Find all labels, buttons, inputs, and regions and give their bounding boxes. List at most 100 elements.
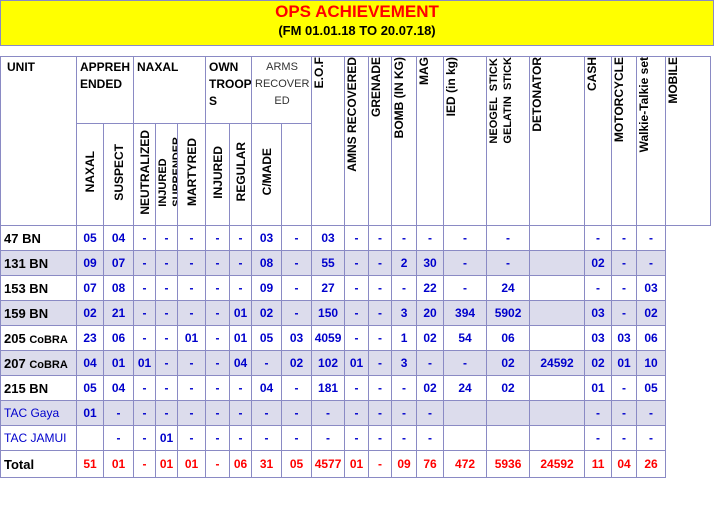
- value-cell: -: [229, 225, 253, 251]
- value-cell: 24: [486, 275, 531, 301]
- value-cell: -: [368, 425, 393, 451]
- value-cell: [529, 225, 586, 251]
- value-cell: 02: [636, 300, 667, 326]
- value-cell: -: [584, 225, 613, 251]
- value-cell: -: [177, 225, 207, 251]
- unit-cell: 205 CoBRA: [0, 325, 77, 351]
- value-cell: -: [368, 325, 393, 351]
- value-cell: 21: [102, 300, 135, 326]
- value-cell: [443, 400, 488, 426]
- value-cell: 02: [76, 300, 104, 326]
- value-cell: -: [229, 250, 253, 276]
- value-cell: 03: [611, 325, 638, 351]
- value-cell: 08: [251, 250, 283, 276]
- value-cell: 02: [486, 350, 531, 376]
- total-cell: -: [368, 450, 393, 478]
- value-cell: -: [177, 300, 207, 326]
- value-cell: -: [229, 425, 253, 451]
- value-cell: 1: [391, 325, 418, 351]
- value-cell: -: [251, 400, 283, 426]
- value-cell: -: [611, 300, 638, 326]
- value-cell: 04: [102, 225, 135, 251]
- total-cell: 01: [344, 450, 370, 478]
- value-cell: -: [205, 350, 231, 376]
- value-cell: 06: [486, 325, 531, 351]
- total-cell: 01: [177, 450, 207, 478]
- value-cell: -: [281, 250, 313, 276]
- unit-cell: TAC JAMUI: [0, 425, 77, 451]
- value-cell: -: [636, 250, 667, 276]
- value-cell: -: [229, 275, 253, 301]
- total-label: Total: [0, 450, 77, 478]
- value-cell: 03: [251, 225, 283, 251]
- value-cell: [529, 325, 586, 351]
- value-cell: 02: [281, 350, 313, 376]
- value-cell: -: [486, 250, 531, 276]
- value-cell: -: [344, 275, 370, 301]
- cash-header: CASH: [584, 56, 613, 226]
- value-cell: -: [443, 250, 488, 276]
- table-row: 215 BN 05 04- - - - -04-181- - -02 24 02 01-05: [0, 375, 711, 401]
- value-cell: -: [205, 250, 231, 276]
- value-cell: 3: [391, 350, 418, 376]
- table-row: TAC Gaya 01- - - - - - - - - - - - - - - -: [0, 400, 711, 426]
- value-cell: 04: [251, 375, 283, 401]
- value-cell: -: [636, 225, 667, 251]
- value-cell: -: [155, 350, 179, 376]
- value-cell: 01: [102, 350, 135, 376]
- naxal-col-header: NAXAL: [76, 123, 104, 226]
- total-cell: -: [205, 450, 231, 478]
- value-cell: -: [281, 375, 313, 401]
- value-cell: -: [205, 300, 231, 326]
- value-cell: -: [155, 300, 179, 326]
- motorcycle-header: MOTORCYCLE: [611, 56, 638, 226]
- value-cell: -: [344, 225, 370, 251]
- value-cell: -: [177, 400, 207, 426]
- total-cell: 76: [416, 450, 445, 478]
- naxal-header: NAXAL: [133, 56, 207, 124]
- value-cell: -: [391, 425, 418, 451]
- value-cell: [529, 250, 586, 276]
- value-cell: 06: [636, 325, 667, 351]
- detonator-header: DETONATOR: [529, 56, 586, 226]
- unit-header: UNIT: [0, 56, 77, 226]
- total-cell: 06: [229, 450, 253, 478]
- value-cell: -: [584, 425, 613, 451]
- table-row: 205 CoBRA 23 06- -01-01 05 03 4059- -1 02 54 06 03 0…: [0, 325, 711, 351]
- value-cell: 01: [344, 350, 370, 376]
- total-cell: 472: [443, 450, 488, 478]
- value-cell: 02: [416, 325, 445, 351]
- value-cell: 08: [102, 275, 135, 301]
- value-cell: -: [311, 400, 346, 426]
- value-cell: -: [486, 225, 531, 251]
- value-cell: 20: [416, 300, 445, 326]
- value-cell: 01: [133, 350, 157, 376]
- total-cell: 09: [391, 450, 418, 478]
- unit-cell: 207 CoBRA: [0, 350, 77, 376]
- value-cell: -: [177, 425, 207, 451]
- total-cell: 24592: [529, 450, 586, 478]
- value-cell: -: [368, 400, 393, 426]
- value-cell: 55: [311, 250, 346, 276]
- value-cell: 27: [311, 275, 346, 301]
- value-cell: -: [281, 300, 313, 326]
- value-cell: 03: [584, 325, 613, 351]
- value-cell: 24592: [529, 350, 586, 376]
- own-troops-header: OWN TROOP S: [205, 56, 253, 124]
- value-cell: 03: [281, 325, 313, 351]
- value-cell: -: [229, 375, 253, 401]
- value-cell: 04: [102, 375, 135, 401]
- value-cell: -: [155, 250, 179, 276]
- value-cell: -: [281, 400, 313, 426]
- value-cell: -: [344, 250, 370, 276]
- bomb-header: BOMB (IN KG): [391, 56, 418, 226]
- injured-col-header: INJURED: [205, 123, 231, 226]
- value-cell: -: [281, 275, 313, 301]
- value-cell: -: [205, 225, 231, 251]
- unit-cell: 131 BN: [0, 250, 77, 276]
- cmade-col-header: C/MADE: [251, 123, 283, 226]
- value-cell: 07: [102, 250, 135, 276]
- value-cell: -: [229, 400, 253, 426]
- value-cell: -: [155, 275, 179, 301]
